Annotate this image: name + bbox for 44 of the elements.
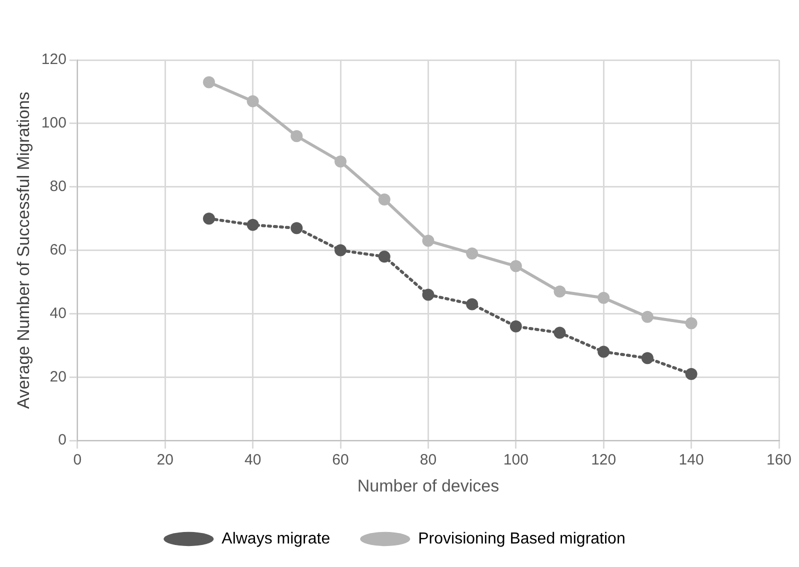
x-tick-label: 40 (244, 452, 262, 469)
point (290, 130, 303, 142)
point (246, 95, 259, 108)
point (685, 317, 698, 330)
x-tick-label: 100 (503, 452, 528, 469)
y-axis-title: Average Number of Successful Migrations (14, 92, 33, 409)
legend-label: Always migrate (222, 530, 330, 548)
point (466, 247, 478, 260)
point (202, 76, 215, 88)
y-tick-label: 40 (50, 304, 66, 322)
point (378, 250, 390, 263)
point (466, 298, 478, 310)
x-axis-title: Number of devices (357, 476, 500, 496)
point (378, 194, 390, 206)
point (202, 212, 215, 225)
point (290, 222, 303, 234)
point (422, 288, 434, 301)
y-tick-label: 120 (41, 51, 66, 68)
point (334, 155, 347, 168)
point (334, 244, 347, 256)
point (246, 218, 259, 231)
point (510, 320, 522, 332)
x-tick-label: 140 (678, 452, 704, 469)
x-tick-label: 80 (420, 452, 437, 469)
y-tick-label: 80 (50, 178, 66, 196)
point (554, 326, 566, 339)
point (554, 286, 566, 298)
point (422, 234, 434, 247)
y-tick-label: 60 (50, 241, 66, 258)
y-tick-label: 0 (58, 432, 66, 449)
x-tick-label: 0 (73, 452, 82, 469)
x-tick-label: 60 (332, 452, 349, 469)
y-tick-label: 20 (50, 368, 66, 386)
x-tick-label: 160 (766, 452, 792, 469)
x-tick-label: 20 (156, 452, 174, 469)
x-tick-label: 120 (591, 452, 616, 469)
point (685, 368, 698, 380)
point (598, 292, 610, 304)
point (510, 260, 522, 272)
point (641, 310, 654, 323)
point (598, 346, 610, 358)
point (641, 352, 654, 364)
legend-label: Provisioning Based migration (418, 530, 626, 548)
y-tick-label: 100 (41, 114, 66, 132)
